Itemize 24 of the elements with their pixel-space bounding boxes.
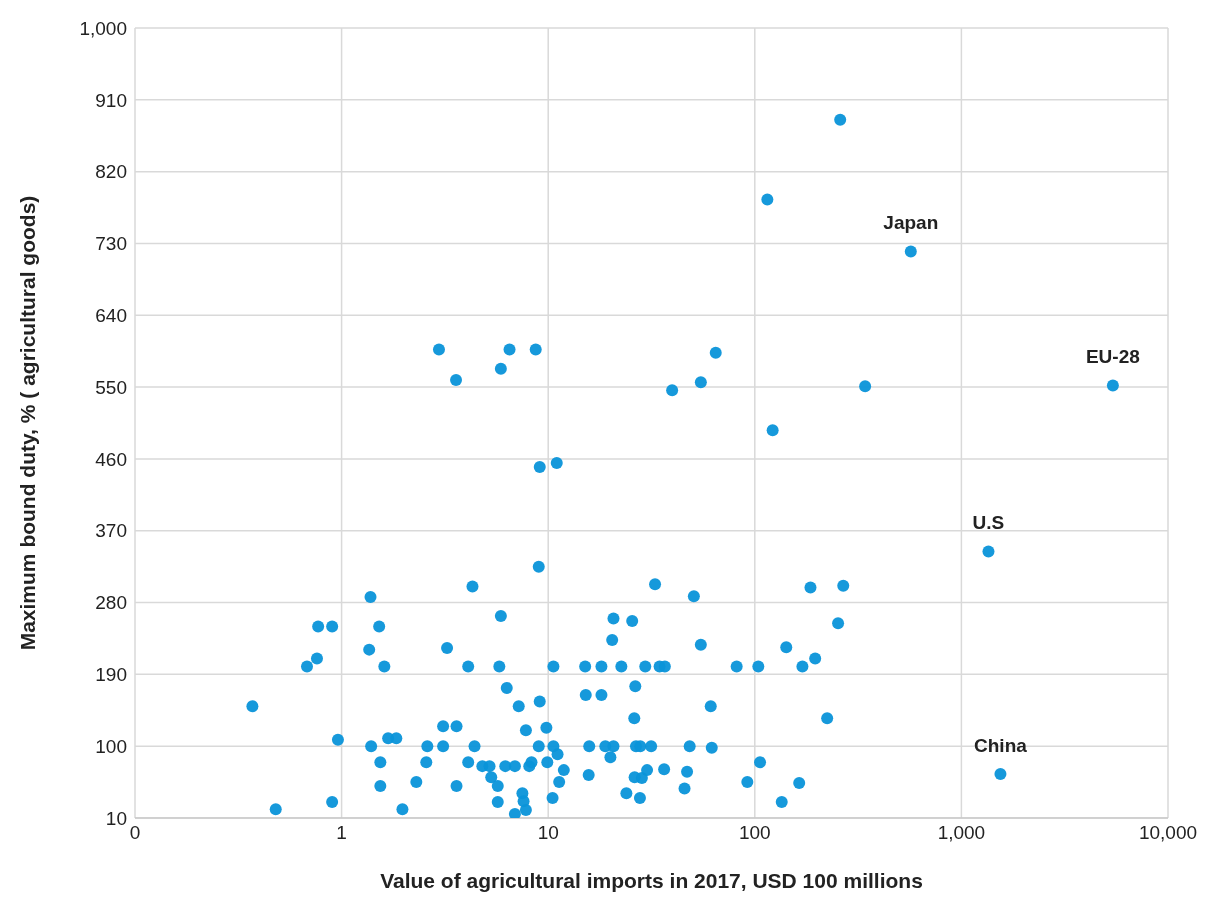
annotation: EU-28 bbox=[1085, 346, 1140, 368]
y-tick-label: 370 bbox=[95, 520, 127, 542]
y-tick-label: 550 bbox=[95, 376, 127, 398]
y-tick-label: 640 bbox=[95, 305, 127, 327]
y-tick-label: 910 bbox=[95, 89, 127, 111]
x-axis-title: Value of agricultural imports in 2017, USD 100 millions bbox=[380, 869, 923, 892]
y-tick-label: 100 bbox=[95, 735, 127, 757]
annotation: U.S bbox=[972, 512, 1005, 534]
x-tick-label: 0 bbox=[129, 822, 141, 844]
y-tick-label: 280 bbox=[95, 592, 127, 614]
y-axis-title: Maximum bound duty, % ( agricultural goods) bbox=[16, 195, 40, 651]
x-tick-label: 1 bbox=[336, 822, 347, 844]
annotation: China bbox=[974, 735, 1028, 757]
x-tick-label: 10 bbox=[537, 822, 559, 844]
y-tick-label: 460 bbox=[95, 448, 127, 470]
x-tick-label: 1,000 bbox=[937, 822, 986, 844]
annotation: Japan bbox=[883, 212, 939, 234]
x-tick-label: 100 bbox=[738, 822, 771, 844]
y-tick-label: 190 bbox=[95, 664, 127, 686]
y-tick-label: 10 bbox=[105, 807, 127, 829]
y-tick-label: 730 bbox=[95, 233, 127, 255]
x-tick-label: 10,000 bbox=[1138, 822, 1198, 844]
y-tick-label: 1,000 bbox=[79, 17, 127, 39]
y-tick-label: 820 bbox=[95, 161, 127, 183]
